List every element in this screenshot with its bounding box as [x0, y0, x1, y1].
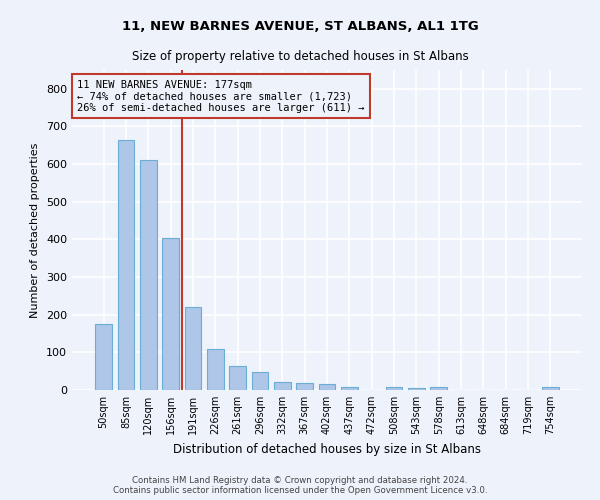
- Bar: [118, 140, 134, 390]
- Bar: [542, 387, 559, 390]
- Text: 11, NEW BARNES AVENUE, ST ALBANS, AL1 1TG: 11, NEW BARNES AVENUE, ST ALBANS, AL1 1T…: [122, 20, 478, 33]
- Bar: [251, 372, 268, 390]
- Y-axis label: Number of detached properties: Number of detached properties: [31, 142, 40, 318]
- X-axis label: Distribution of detached houses by size in St Albans: Distribution of detached houses by size …: [173, 442, 481, 456]
- Text: 11 NEW BARNES AVENUE: 177sqm
← 74% of detached houses are smaller (1,723)
26% of: 11 NEW BARNES AVENUE: 177sqm ← 74% of de…: [77, 80, 365, 113]
- Bar: [296, 383, 313, 390]
- Bar: [274, 382, 290, 390]
- Bar: [95, 324, 112, 390]
- Bar: [430, 388, 447, 390]
- Text: Contains HM Land Registry data © Crown copyright and database right 2024.
Contai: Contains HM Land Registry data © Crown c…: [113, 476, 487, 495]
- Bar: [162, 238, 179, 390]
- Bar: [408, 388, 425, 390]
- Bar: [140, 160, 157, 390]
- Bar: [229, 366, 246, 390]
- Bar: [185, 307, 202, 390]
- Text: Size of property relative to detached houses in St Albans: Size of property relative to detached ho…: [131, 50, 469, 63]
- Bar: [319, 384, 335, 390]
- Bar: [341, 387, 358, 390]
- Bar: [207, 348, 224, 390]
- Bar: [386, 387, 403, 390]
